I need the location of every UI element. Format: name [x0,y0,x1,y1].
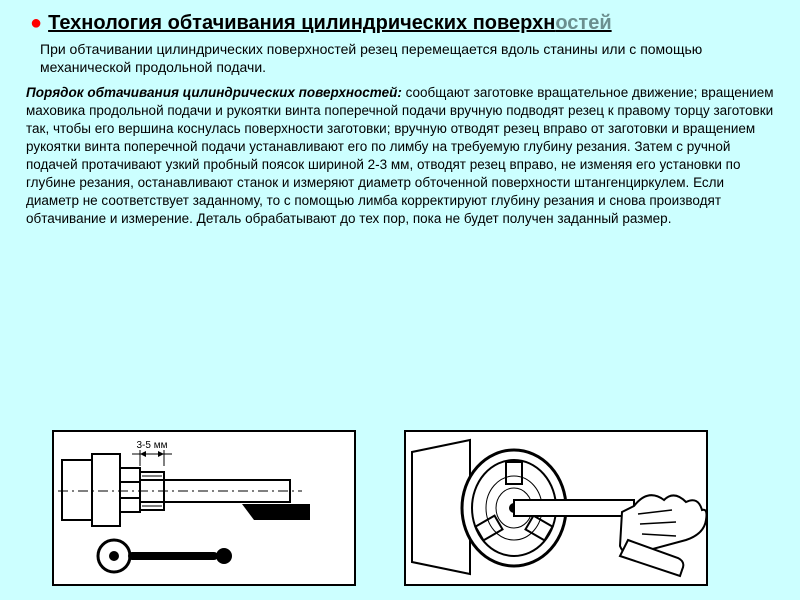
turning-drawing-icon: 3-5 мм [54,432,354,584]
slide-title: Технология обтачивания цилиндрических по… [48,10,612,36]
title-tail: остей [555,12,611,34]
body-text: сообщают заготовке вращательное движение… [26,85,774,226]
bullet-icon: ● [30,10,42,36]
figure-row: 3-5 мм [52,430,708,586]
slide: ● Технология обтачивания цилиндрических … [0,0,800,600]
body-lead: Порядок обтачивания цилиндрических повер… [26,85,402,100]
title-row: ● Технология обтачивания цилиндрических … [30,10,778,36]
figure-chuck-mount [404,430,708,586]
title-main: Технология обтачивания цилиндрических по… [48,12,555,34]
chuck-mount-drawing-icon [406,432,706,584]
dimension-label: 3-5 мм [137,440,168,451]
body-paragraph: Порядок обтачивания цилиндрических повер… [26,84,778,228]
intro-paragraph: При обтачивании цилиндрических поверхнос… [40,40,778,76]
figure-turning-tool: 3-5 мм [52,430,356,586]
